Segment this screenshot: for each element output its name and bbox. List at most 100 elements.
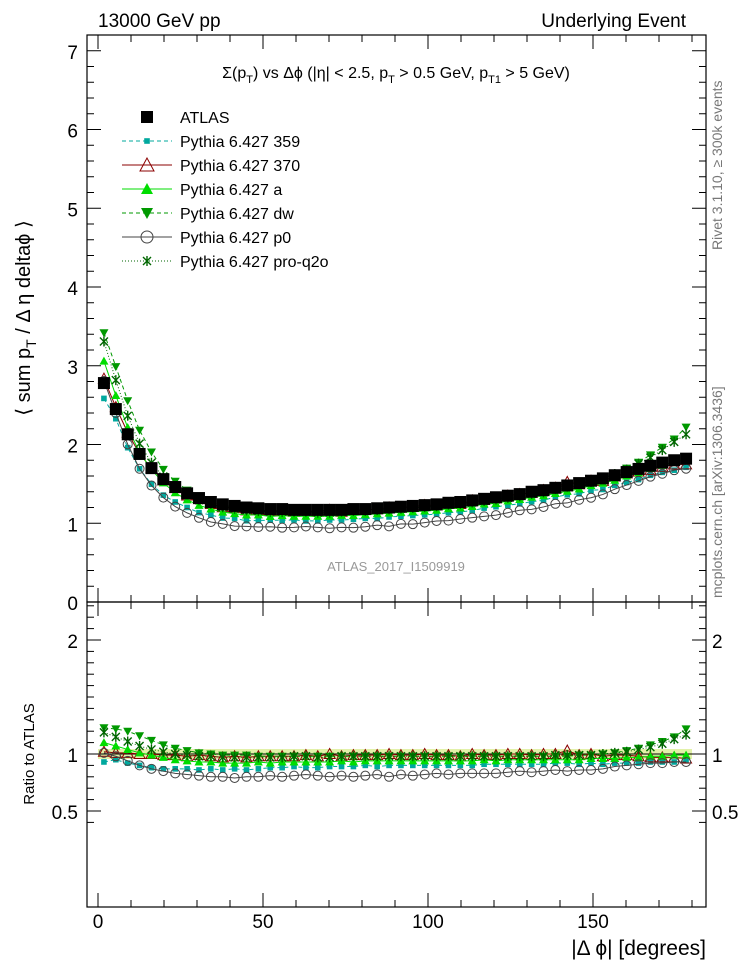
series-0-point <box>683 464 689 471</box>
series-0-ratio-point <box>623 760 630 766</box>
series-0-point <box>279 517 285 524</box>
legend-marker <box>144 138 150 144</box>
series-5-ratio-point <box>574 750 584 761</box>
atlas-data-point <box>335 503 348 516</box>
series-0-ratio-point <box>386 762 392 769</box>
legend-label: Pythia 6.427 dw <box>180 206 294 223</box>
series-0-point <box>659 469 666 476</box>
atlas-data-point <box>288 503 301 516</box>
series-5-ratio-point <box>467 751 477 762</box>
series-4-ratio-point <box>419 769 430 780</box>
series-0-ratio-point <box>421 762 428 769</box>
atlas-data-point <box>513 488 526 501</box>
series-5-ratio-point <box>550 750 560 761</box>
series-0-ratio-point <box>208 766 214 772</box>
atlas-data-point <box>252 502 265 515</box>
series-0-ratio-point <box>255 766 262 772</box>
series-0-point <box>623 479 630 486</box>
series-0-point <box>184 504 190 511</box>
series-2-ratio-point <box>170 755 180 764</box>
series-0-ratio-point <box>528 761 535 768</box>
atlas-data-point <box>311 503 324 516</box>
series-2-ratio-point <box>622 752 632 761</box>
series-5-point <box>135 438 145 449</box>
series-4-ratio-point <box>241 771 252 782</box>
series-4-ratio-point <box>407 770 418 781</box>
series-0-point <box>291 517 297 523</box>
series-5-ratio-point <box>515 751 525 762</box>
series-0-ratio-point <box>481 761 487 768</box>
series-2-ratio-point <box>645 751 655 760</box>
series-4-ratio-point <box>182 769 193 780</box>
atlas-data-point <box>240 501 253 514</box>
series-4-point <box>170 501 181 512</box>
series-4-ratio-point <box>538 766 549 777</box>
atlas-data-point <box>181 487 194 500</box>
series-5-ratio-point <box>539 751 548 762</box>
header-left: 13000 GeV pp <box>98 11 221 32</box>
series-0-point <box>208 512 214 518</box>
atlas-data-point <box>204 495 217 508</box>
series-4-point <box>312 522 323 533</box>
series-2-ratio-point <box>194 757 204 766</box>
legend-label: Pythia 6.427 370 <box>180 158 300 175</box>
ratio-y-tick-label-right: 1 <box>712 746 723 767</box>
series-4-ratio-point <box>574 764 585 775</box>
series-4-ratio-point <box>467 768 478 779</box>
series-5-ratio-point <box>384 751 394 762</box>
series-4-point <box>597 489 608 500</box>
series-5-ratio-point <box>135 741 145 752</box>
series-4-ratio-point <box>158 766 169 777</box>
series-0-ratio-point <box>291 763 297 770</box>
y-tick-label: 5 <box>67 200 78 221</box>
series-0-point <box>338 517 345 523</box>
series-4-point <box>550 498 561 509</box>
series-5-ratio-point <box>253 752 263 763</box>
series-5-ratio-point <box>527 751 537 762</box>
series-2-ratio-point <box>657 751 667 760</box>
series-0-ratio-point <box>338 763 345 770</box>
atlas-data-point <box>383 501 396 514</box>
series-5-ratio-point <box>610 747 620 758</box>
series-3-ratio-point <box>681 725 691 734</box>
atlas-data-point <box>264 503 277 516</box>
series-0-ratio-point <box>457 762 464 769</box>
series-4-point <box>419 517 430 528</box>
series-4-point <box>158 492 169 503</box>
series-0-point <box>148 481 155 487</box>
atlas-data-point <box>406 499 419 512</box>
series-4-ratio-point <box>490 768 501 779</box>
series-5-ratio-point <box>325 752 335 763</box>
atlas-data-point <box>620 466 633 479</box>
series-5-ratio-point <box>586 750 596 761</box>
series-4-point <box>336 522 347 533</box>
series-4-point <box>241 521 252 532</box>
series-3-point <box>135 426 145 435</box>
series-5-point <box>681 429 691 440</box>
series-3-point <box>158 465 168 474</box>
series-0-ratio-point <box>219 767 226 773</box>
series-0-point <box>588 487 594 494</box>
series-4-ratio-point <box>253 771 264 782</box>
series-4-ratio-point <box>348 771 359 782</box>
series-4-point <box>217 518 228 529</box>
series-0-point <box>231 515 238 522</box>
series-2-ratio-point <box>634 752 644 761</box>
series-4-point <box>479 511 490 522</box>
series-2-ratio-point <box>301 757 311 766</box>
series-4-point <box>205 516 216 527</box>
x-tick-label: 150 <box>577 912 609 933</box>
atlas-data-point <box>347 503 360 516</box>
atlas-data-point <box>121 428 134 441</box>
atlas-data-point <box>489 491 502 504</box>
series-5-ratio-point <box>562 750 572 761</box>
atlas-data-point <box>430 498 443 511</box>
legend-label: Pythia 6.427 359 <box>180 134 300 151</box>
legend-atlas-marker <box>141 111 153 123</box>
series-0-point <box>350 516 357 523</box>
series-0-point <box>101 395 107 402</box>
series-0-point <box>219 515 226 521</box>
series-0-point <box>267 517 274 524</box>
series-3-ratio-point <box>111 725 121 734</box>
series-5-ratio-point <box>503 751 513 762</box>
